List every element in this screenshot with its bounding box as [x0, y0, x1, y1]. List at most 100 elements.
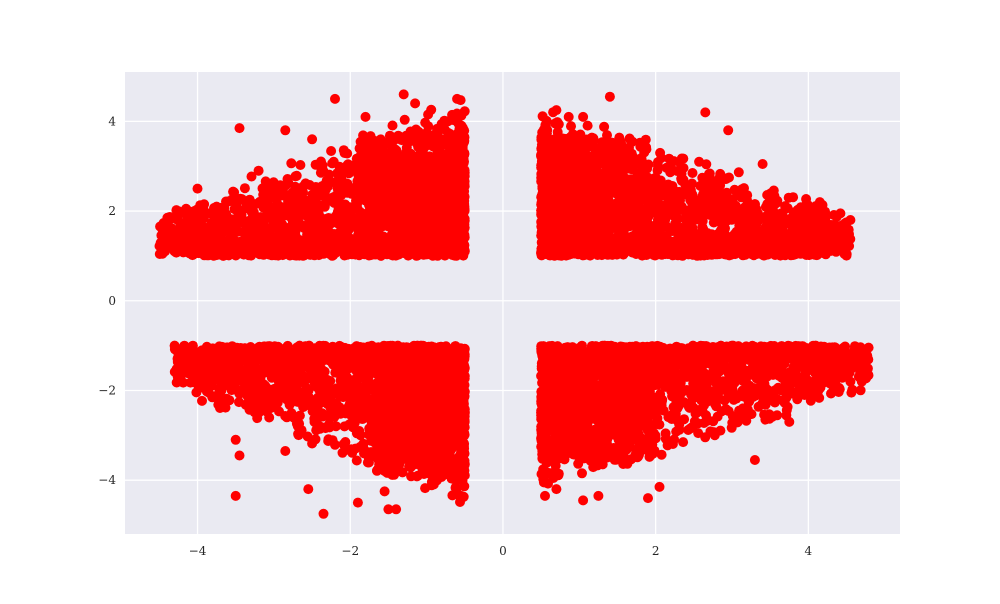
scatter-point — [294, 191, 304, 201]
scatter-point — [542, 223, 552, 233]
scatter-point — [401, 131, 411, 141]
scatter-point — [707, 208, 717, 218]
scatter-point — [638, 195, 648, 205]
scatter-point — [641, 210, 651, 220]
scatter-point — [700, 192, 710, 202]
scatter-point — [628, 189, 638, 199]
scatter-point — [436, 180, 446, 190]
scatter-point — [292, 205, 302, 215]
scatter-point — [295, 160, 305, 170]
scatter-point — [842, 249, 852, 259]
scatter-point — [454, 131, 464, 141]
scatter-point — [599, 122, 609, 132]
scatter-point — [545, 154, 555, 164]
scatter-point — [675, 202, 685, 212]
scatter-point — [417, 187, 427, 197]
scatter-point — [375, 164, 385, 174]
scatter-point — [423, 231, 433, 241]
scatter-point — [594, 196, 604, 206]
scatter-point — [716, 226, 726, 236]
scatter-point — [459, 157, 469, 167]
scatter-point — [365, 250, 375, 260]
scatter-point — [252, 220, 262, 230]
scatter-point — [705, 170, 715, 180]
scatter-point — [827, 220, 837, 230]
scatter-point — [449, 220, 459, 230]
scatter-point — [412, 251, 422, 261]
scatter-point — [630, 216, 640, 226]
scatter-point — [543, 234, 553, 244]
scatter-point — [234, 205, 244, 215]
scatter-point — [783, 203, 793, 213]
scatter-point — [653, 210, 663, 220]
scatter-point — [442, 233, 452, 243]
scatter-point — [189, 238, 199, 248]
scatter-point — [818, 227, 828, 237]
scatter-point — [459, 240, 469, 250]
scatter-point — [671, 221, 681, 231]
scatter-point — [802, 218, 812, 228]
scatter-point — [372, 192, 382, 202]
scatter-point — [689, 194, 699, 204]
scatter-point — [368, 172, 378, 182]
scatter-point — [572, 240, 582, 250]
scatter-point — [385, 131, 395, 141]
scatter-point — [627, 232, 637, 242]
scatter-point — [292, 171, 302, 181]
scatter-point — [714, 236, 724, 246]
scatter-point — [704, 245, 714, 255]
scatter-point — [734, 167, 744, 177]
scatter-point — [423, 121, 433, 131]
scatter-point — [165, 212, 175, 222]
scatter-point — [542, 125, 552, 135]
scatter-point — [360, 135, 370, 145]
scatter-point — [436, 121, 446, 131]
scatter-point — [341, 244, 351, 254]
scatter-point — [772, 196, 782, 206]
scatter-point — [542, 116, 552, 126]
scatter-point — [591, 247, 601, 257]
scatter-point — [839, 229, 849, 239]
scatter-point — [403, 170, 413, 180]
scatter-point — [564, 112, 574, 122]
scatter-point — [677, 249, 687, 259]
scatter-point — [579, 217, 589, 227]
scatter-point — [785, 244, 795, 254]
scatter-point — [286, 158, 296, 168]
scatter-point — [381, 195, 391, 205]
scatter-point — [657, 250, 667, 260]
scatter-point — [552, 117, 562, 127]
scatter-point — [762, 228, 772, 238]
scatter-point — [598, 141, 608, 151]
scatter-point — [332, 242, 342, 252]
scatter-point — [809, 240, 819, 250]
scatter-point — [240, 183, 250, 193]
scatter-point — [643, 243, 653, 253]
scatter-point — [613, 189, 623, 199]
scatter-point — [354, 239, 364, 249]
scatter-point — [385, 156, 395, 166]
scatter-point — [459, 186, 469, 196]
scatter-point — [427, 196, 437, 206]
scatter-point — [345, 205, 355, 215]
scatter-point — [564, 157, 574, 167]
scatter-point — [793, 205, 803, 215]
scatter-point — [567, 139, 577, 149]
scatter-point — [357, 169, 367, 179]
scatter-point — [393, 226, 403, 236]
scatter-point — [431, 239, 441, 249]
scatter-point — [458, 231, 468, 241]
scatter-point — [222, 221, 232, 231]
scatter-point — [255, 197, 265, 207]
scatter-point — [653, 165, 663, 175]
scatter-point — [446, 141, 456, 151]
scatter-point — [387, 244, 397, 254]
scatter-point — [558, 134, 568, 144]
scatter-point — [315, 188, 325, 198]
scatter-point — [195, 200, 205, 210]
scatter-point — [766, 248, 776, 258]
scatter-point — [317, 164, 327, 174]
scatter-point — [273, 243, 283, 253]
scatter-point — [323, 238, 333, 248]
